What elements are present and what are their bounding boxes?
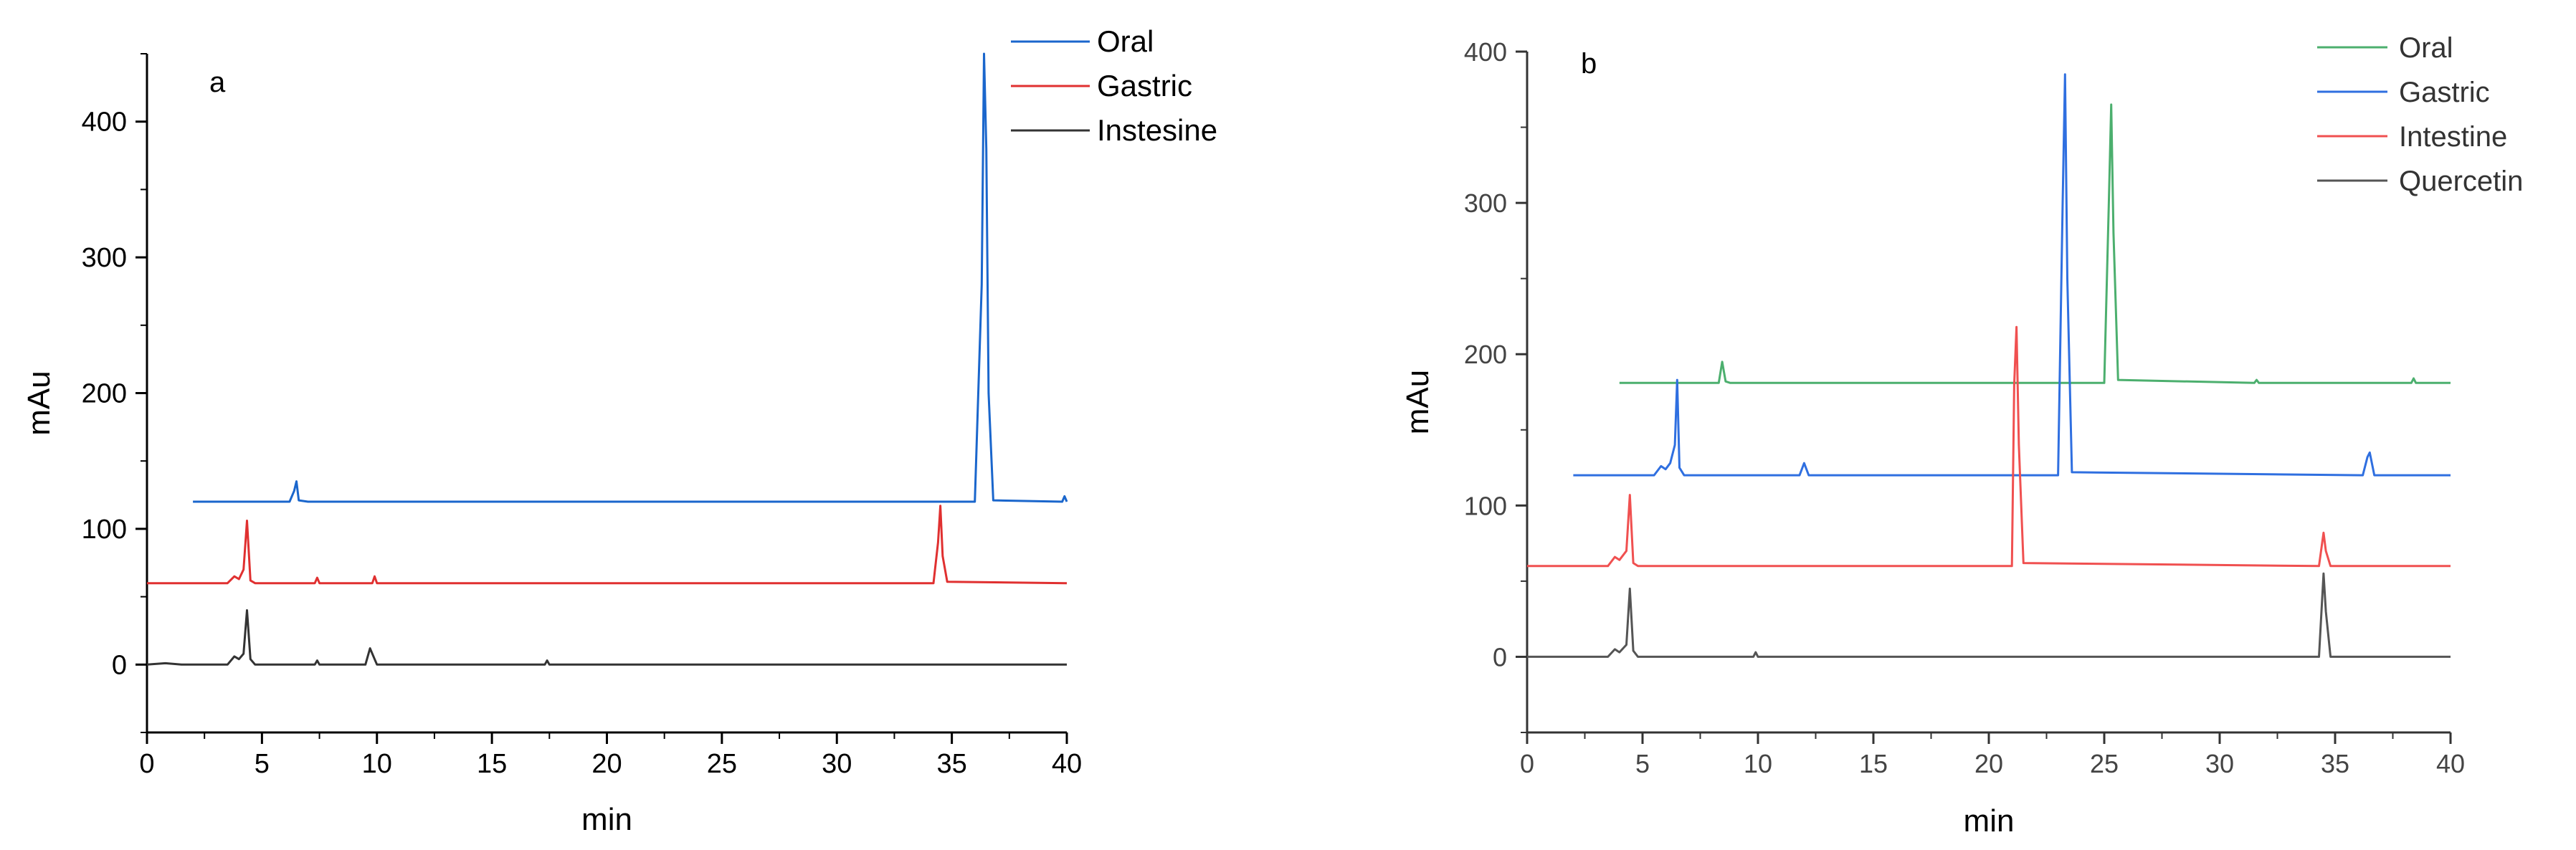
- y-tick-label: 300: [82, 243, 127, 273]
- legend-label-oral: Oral: [1097, 24, 1154, 58]
- y-axis-title: mAu: [1400, 370, 1435, 434]
- x-tick-label: 15: [1859, 749, 1888, 778]
- x-tick-label: 5: [1635, 749, 1650, 778]
- panel-label: a: [209, 67, 226, 98]
- series-line-gastric: [147, 505, 1068, 585]
- x-tick-label: 25: [2090, 749, 2119, 778]
- y-axis-title: mAu: [22, 371, 57, 435]
- x-axis-title: min: [581, 802, 632, 837]
- series-line-intestine: [1527, 325, 2451, 568]
- panel-a-chart: 0 5 10 15 20 25 30 35 400100200300400minmAuaOral…: [22, 24, 1217, 837]
- legend-label-oral: Oral: [2399, 32, 2453, 64]
- series-line-oral: [193, 52, 1068, 503]
- y-tick-label: 400: [82, 108, 127, 138]
- legend-label-intestine: Intestine: [2399, 121, 2507, 153]
- x-tick-label: 30: [822, 749, 852, 779]
- series-line-oral: [1619, 103, 2451, 384]
- y-tick-label: 0: [112, 650, 127, 680]
- y-tick-label: 200: [1464, 340, 1507, 369]
- series-line-instesine: [146, 609, 1067, 666]
- legend-label-gastric: Gastric: [2399, 77, 2490, 108]
- x-tick-label: 35: [936, 749, 966, 779]
- x-tick-label: 0: [1520, 749, 1534, 778]
- legend-label-quercetin: Quercetin: [2399, 166, 2523, 197]
- series-line-quercetin: [1527, 572, 2451, 658]
- y-tick-label: 0: [1493, 642, 1507, 672]
- x-tick-label: 20: [1974, 749, 2003, 778]
- x-tick-label: 40: [1052, 749, 1082, 779]
- legend-label-gastric: Gastric: [1097, 69, 1192, 102]
- y-tick-label: 100: [1464, 491, 1507, 520]
- x-tick-label: 5: [255, 749, 270, 779]
- x-tick-label: 30: [2205, 749, 2234, 778]
- legend-label-instesine: Instesine: [1097, 113, 1217, 147]
- y-tick-label: 100: [82, 515, 127, 545]
- x-tick-label: 10: [362, 749, 392, 779]
- x-tick-label: 35: [2321, 749, 2349, 778]
- y-tick-label: 400: [1464, 37, 1507, 67]
- panel-label: b: [1581, 48, 1597, 80]
- x-axis-title: min: [1964, 803, 2015, 839]
- x-tick-label: 15: [477, 749, 507, 779]
- x-tick-label: 0: [139, 749, 154, 779]
- y-tick-label: 200: [82, 379, 127, 409]
- series-line-gastric: [1573, 73, 2451, 477]
- x-tick-label: 40: [2436, 749, 2465, 778]
- x-tick-label: 20: [591, 749, 622, 779]
- x-tick-label: 10: [1744, 749, 1772, 778]
- y-tick-label: 300: [1464, 188, 1507, 218]
- x-tick-label: 25: [707, 749, 737, 779]
